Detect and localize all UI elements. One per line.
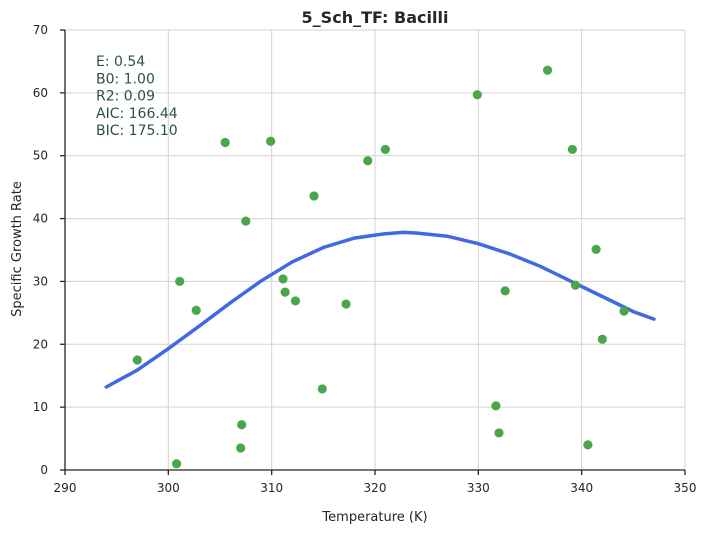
- data-point: [172, 459, 182, 469]
- data-point: [236, 443, 246, 453]
- x-tick-label: 320: [364, 481, 387, 495]
- grid: [65, 29, 686, 470]
- y-tick-label: 40: [33, 212, 48, 226]
- data-point: [175, 276, 185, 287]
- data-point: [494, 428, 504, 438]
- y-tick-label: 30: [33, 274, 48, 288]
- data-point: [472, 90, 482, 100]
- x-tick-label: 340: [570, 481, 593, 495]
- x-axis-ticks: 290 300 310 320 330 340 350: [54, 470, 697, 495]
- x-tick-label: 290: [54, 481, 77, 495]
- y-tick-label: 50: [33, 149, 48, 163]
- data-point: [570, 280, 581, 290]
- chart-title: 5_Sch_TF: Bacilli: [302, 8, 449, 27]
- x-tick-label: 300: [157, 481, 180, 495]
- data-point: [241, 216, 251, 226]
- data-point: [309, 191, 319, 201]
- y-tick-label: 60: [33, 86, 48, 100]
- data-point: [542, 65, 553, 75]
- data-point: [583, 440, 593, 450]
- stats-line: E: 0.54: [96, 54, 145, 70]
- data-point: [317, 384, 327, 394]
- data-point: [591, 244, 601, 254]
- data-point: [132, 355, 142, 365]
- data-point: [280, 287, 290, 297]
- data-point: [237, 420, 247, 430]
- data-point: [191, 305, 201, 315]
- data-point: [220, 137, 230, 148]
- stats-line: AIC: 166.44: [96, 106, 178, 122]
- data-point: [567, 144, 577, 155]
- y-tick-label: 70: [33, 23, 48, 37]
- stats-line: BIC: 175.10: [96, 123, 178, 139]
- data-point: [290, 296, 301, 306]
- data-point: [363, 156, 373, 166]
- y-axis-ticks: 0 10 20 30 40 50 60 70: [33, 23, 65, 477]
- y-tick-label: 20: [33, 337, 48, 351]
- x-tick-label: 310: [260, 481, 283, 495]
- data-point: [341, 299, 351, 309]
- y-axis-label: Specific Growth Rate: [10, 181, 25, 317]
- data-point: [491, 401, 501, 411]
- data-point: [619, 306, 629, 316]
- x-axis-label: Temperature (K): [321, 510, 427, 525]
- y-tick-label: 0: [40, 463, 48, 477]
- data-point: [266, 136, 276, 146]
- y-tick-label: 10: [33, 400, 48, 414]
- stats-line: B0: 1.00: [96, 71, 155, 87]
- x-tick-label: 330: [467, 481, 490, 495]
- data-point: [278, 274, 288, 284]
- x-tick-label: 350: [674, 481, 697, 495]
- data-point: [597, 334, 607, 344]
- data-point: [500, 286, 510, 296]
- fit-curve: [104, 230, 656, 389]
- data-point: [380, 144, 390, 155]
- data-points: [132, 65, 629, 469]
- stats-line: R2: 0.09: [96, 89, 155, 105]
